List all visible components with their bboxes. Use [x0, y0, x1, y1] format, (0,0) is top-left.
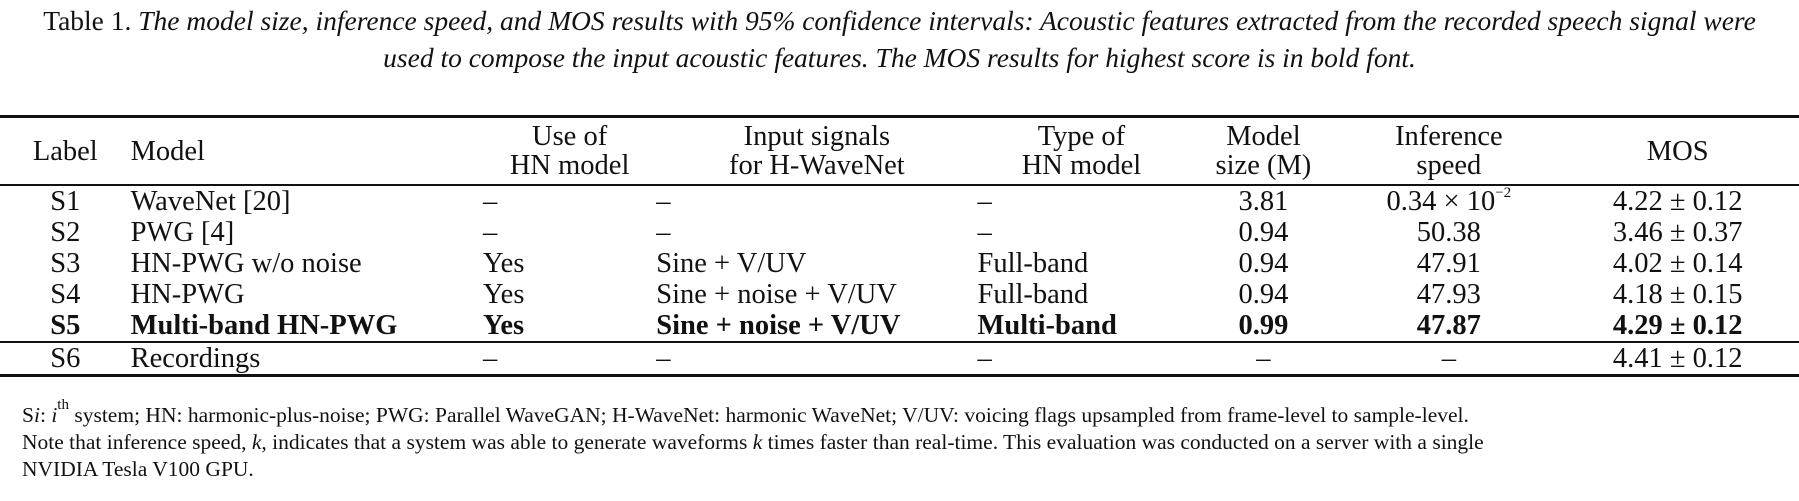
- cell-label: S3: [50, 248, 81, 279]
- header-model: Model: [130, 135, 205, 167]
- cell-model: PWG [4]: [130, 217, 235, 248]
- cell-speed: 47.87: [1416, 310, 1481, 341]
- caption-label: Table 1.: [43, 5, 132, 36]
- cell-speed: 47.93: [1416, 279, 1481, 310]
- cell-label: S1: [50, 186, 81, 217]
- header-use-hn: Use of HN model: [509, 121, 630, 181]
- header-model-size: Model size (M): [1215, 121, 1312, 181]
- table-header-row: Label Model Use of HN model Input signals…: [0, 116, 1799, 185]
- cell-use-hn: –: [482, 186, 498, 217]
- cell-type: –: [977, 186, 992, 217]
- cell-type: –: [977, 343, 992, 374]
- caption-text: The model size, inference speed, and MOS…: [138, 5, 1756, 73]
- results-table: Label Model Use of HN model Input signals…: [0, 115, 1799, 377]
- cell-mos: 3.46 ± 0.37: [1612, 217, 1743, 248]
- cell-use-hn: –: [482, 217, 498, 248]
- cell-mos: 4.02 ± 0.14: [1612, 248, 1743, 279]
- cell-model: Multi-band HN-PWG: [130, 310, 398, 341]
- cell-input: –: [656, 343, 671, 374]
- cell-input: Sine + noise + V/UV: [656, 279, 897, 310]
- cell-mos: 4.29 ± 0.12: [1612, 310, 1743, 341]
- header-input-signals: Input signals for H-WaveNet: [728, 121, 905, 181]
- footnote-line-1: Si: ith system; HN: harmonic-plus-noise;…: [22, 397, 1469, 428]
- header-mos: MOS: [1646, 135, 1709, 167]
- cell-size: 0.94: [1238, 248, 1289, 279]
- cell-speed: 47.91: [1416, 248, 1481, 279]
- cell-speed: –: [1441, 343, 1456, 374]
- header-label: Label: [32, 135, 98, 167]
- cell-mos: 4.22 ± 0.12: [1612, 186, 1743, 217]
- header-type-hn: Type of HN model: [1021, 121, 1142, 181]
- cell-size: –: [1256, 343, 1271, 374]
- cell-size: 0.99: [1238, 310, 1289, 341]
- table-row: S4 HN-PWG Yes Sine + noise + V/UV Full-b…: [0, 279, 1799, 310]
- footnote-line-2: Note that inference speed, k, indicates …: [22, 430, 1484, 454]
- cell-use-hn: Yes: [482, 248, 525, 279]
- cell-use-hn: –: [482, 343, 498, 374]
- cell-size: 3.81: [1238, 186, 1289, 217]
- cell-type: Multi-band: [977, 310, 1117, 341]
- table-row: S3 HN-PWG w/o noise Yes Sine + V/UV Full…: [0, 248, 1799, 279]
- table-row: S6 Recordings – – – – – 4.41 ± 0.12: [0, 342, 1799, 376]
- cell-type: Full-band: [977, 279, 1089, 310]
- cell-mos: 4.18 ± 0.15: [1612, 279, 1743, 310]
- cell-label: S6: [50, 343, 81, 374]
- cell-label: S5: [50, 310, 81, 341]
- table-row-best: S5 Multi-band HN-PWG Yes Sine + noise + …: [0, 310, 1799, 342]
- cell-input: –: [656, 186, 671, 217]
- table-footnote: Si: ith system; HN: harmonic-plus-noise;…: [22, 397, 1792, 483]
- cell-type: Full-band: [977, 248, 1089, 279]
- cell-model: Recordings: [130, 343, 261, 374]
- table-row: S2 PWG [4] – – – 0.94 50.38 3.46 ± 0.37: [0, 217, 1799, 248]
- cell-type: –: [977, 217, 992, 248]
- cell-size: 0.94: [1238, 279, 1289, 310]
- cell-label: S4: [50, 279, 81, 310]
- cell-input: Sine + V/UV: [656, 248, 807, 279]
- cell-use-hn: Yes: [482, 310, 525, 341]
- cell-speed: 0.34 × 10−2: [1386, 185, 1512, 218]
- cell-input: Sine + noise + V/UV: [656, 310, 901, 341]
- cell-input: –: [656, 217, 671, 248]
- table-row: S1 WaveNet [20] – – – 3.81 0.34 × 10−2 4…: [0, 185, 1799, 218]
- cell-size: 0.94: [1238, 217, 1289, 248]
- table-caption: Table 1. The model size, inference speed…: [30, 2, 1769, 76]
- cell-model: HN-PWG: [130, 279, 245, 310]
- cell-label: S2: [50, 217, 81, 248]
- footnote-line-3: NVIDIA Tesla V100 GPU.: [22, 457, 254, 481]
- cell-model: WaveNet [20]: [130, 186, 291, 217]
- cell-speed: 50.38: [1416, 217, 1481, 248]
- header-inference-speed: Inference speed: [1395, 121, 1503, 181]
- cell-model: HN-PWG w/o noise: [130, 248, 362, 279]
- cell-use-hn: Yes: [482, 279, 525, 310]
- cell-mos: 4.41 ± 0.12: [1612, 343, 1743, 374]
